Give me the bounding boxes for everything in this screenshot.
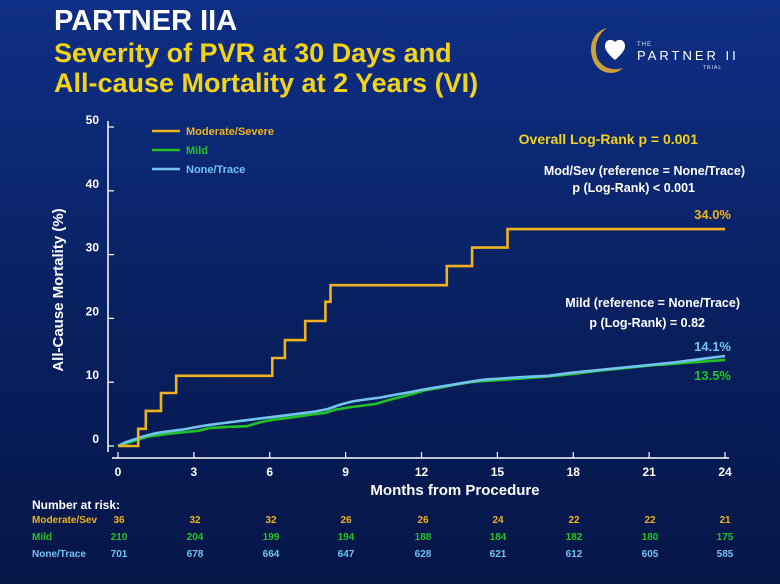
- logo-the: THE: [637, 42, 652, 48]
- x-tick-label-6: 18: [567, 465, 581, 479]
- partner-ii-logo: THE PARTNER II TRIAL: [585, 22, 765, 78]
- x-tick-label-7: 21: [642, 465, 656, 479]
- series-line-mild: [117, 358, 726, 448]
- risk-cell: 26: [417, 515, 429, 526]
- legend-label-2: None/Trace: [186, 164, 245, 176]
- risk-cell: 194: [337, 532, 355, 543]
- risk-cell: 24: [492, 515, 504, 526]
- heart-swoosh-icon: [591, 28, 625, 73]
- risk-cell: 612: [565, 549, 583, 560]
- risk-cell: 36: [113, 515, 125, 526]
- risk-cell: 701: [110, 549, 128, 560]
- chart-legend: Moderate/Severe Mild None/Trace: [152, 126, 274, 176]
- y-tick-label-0: 0: [92, 432, 99, 446]
- series-line-none-trace: [117, 354, 726, 448]
- risk-cell: 664: [262, 549, 280, 560]
- risk-cell: 22: [644, 515, 656, 526]
- y-tick-label-3: 30: [86, 241, 100, 255]
- risk-cell: 32: [265, 515, 277, 526]
- title-block: PARTNER IIA Severity of PVR at 30 Days a…: [54, 4, 478, 98]
- modsev-pvalue-annotation: p (Log-Rank) < 0.001: [572, 181, 695, 195]
- y-tick-label-1: 10: [86, 368, 100, 382]
- y-tick-label-4: 40: [86, 177, 100, 191]
- chart-axes: 0 10 20 30 40 50 0 3 6 9 12 15 18 21 24: [86, 113, 732, 479]
- risk-cell: 21: [719, 515, 731, 526]
- risk-row-label: Moderate/Sev: [32, 515, 98, 526]
- risk-cell: 628: [414, 549, 432, 560]
- x-tick-label-2: 6: [266, 465, 273, 479]
- modsev-reference-annotation: Mod/Sev (reference = None/Trace): [544, 164, 745, 178]
- y-axis-label: All-Cause Mortality (%): [50, 208, 67, 371]
- series-line-moderate-severe: [118, 227, 725, 448]
- x-tick-label-0: 0: [115, 465, 122, 479]
- risk-cell: 180: [641, 532, 659, 543]
- risk-row-label: None/Trace: [32, 549, 86, 560]
- risk-cell: 678: [186, 549, 204, 560]
- end-label-none-trace: 14.1%: [694, 339, 731, 354]
- legend-label-0: Moderate/Severe: [186, 126, 274, 138]
- x-tick-label-1: 3: [191, 465, 198, 479]
- y-tick-label-2: 20: [86, 304, 100, 318]
- logo-name: PARTNER II: [637, 48, 739, 63]
- x-tick-label-8: 24: [718, 465, 732, 479]
- legend-label-1: Mild: [186, 145, 208, 157]
- risk-cell: 621: [489, 549, 507, 560]
- risk-cell: 22: [568, 515, 580, 526]
- logo-trial: TRIAL: [703, 65, 723, 71]
- risk-cell: 585: [716, 549, 734, 560]
- risk-cell: 204: [186, 532, 204, 543]
- mild-reference-annotation: Mild (reference = None/Trace): [565, 296, 740, 310]
- chart-series: 34.0% 13.5% 14.1%: [117, 207, 731, 448]
- risk-cell: 32: [189, 515, 201, 526]
- risk-cell: 605: [641, 549, 659, 560]
- risk-cell: 188: [414, 532, 432, 543]
- risk-row-label: Mild: [32, 532, 52, 543]
- end-label-mild: 13.5%: [694, 368, 731, 383]
- km-chart: 0 10 20 30 40 50 0 3 6 9 12 15 18 21 24 34.0% 13.5% 14.1…: [50, 113, 745, 499]
- risk-cell: 184: [489, 532, 507, 543]
- risk-cell: 210: [110, 532, 128, 543]
- number-at-risk-table: Number at risk: Moderate/Sev 36 32 32 26 26 24…: [0, 496, 780, 584]
- x-tick-label-5: 15: [491, 465, 505, 479]
- subtitle-line-2: All-cause Mortality at 2 Years (VI): [54, 68, 479, 98]
- mild-pvalue-annotation: p (Log-Rank) = 0.82: [589, 316, 705, 330]
- subtitle-line-1: Severity of PVR at 30 Days and: [54, 38, 452, 68]
- overall-logrank-annotation: Overall Log-Rank p = 0.001: [519, 131, 699, 147]
- x-tick-label-3: 9: [342, 465, 349, 479]
- risk-cell: 647: [337, 549, 355, 560]
- y-tick-label-5: 50: [86, 113, 100, 127]
- risk-cell: 26: [340, 515, 352, 526]
- x-axis-label: Months from Procedure: [370, 482, 539, 499]
- end-label-moderate-severe: 34.0%: [694, 207, 731, 222]
- risk-cell: 182: [565, 532, 583, 543]
- risk-cell: 175: [716, 532, 734, 543]
- risk-table-title: Number at risk:: [32, 498, 121, 512]
- x-tick-label-4: 12: [415, 465, 429, 479]
- page-title: PARTNER IIA: [54, 5, 238, 37]
- risk-cell: 199: [262, 532, 280, 543]
